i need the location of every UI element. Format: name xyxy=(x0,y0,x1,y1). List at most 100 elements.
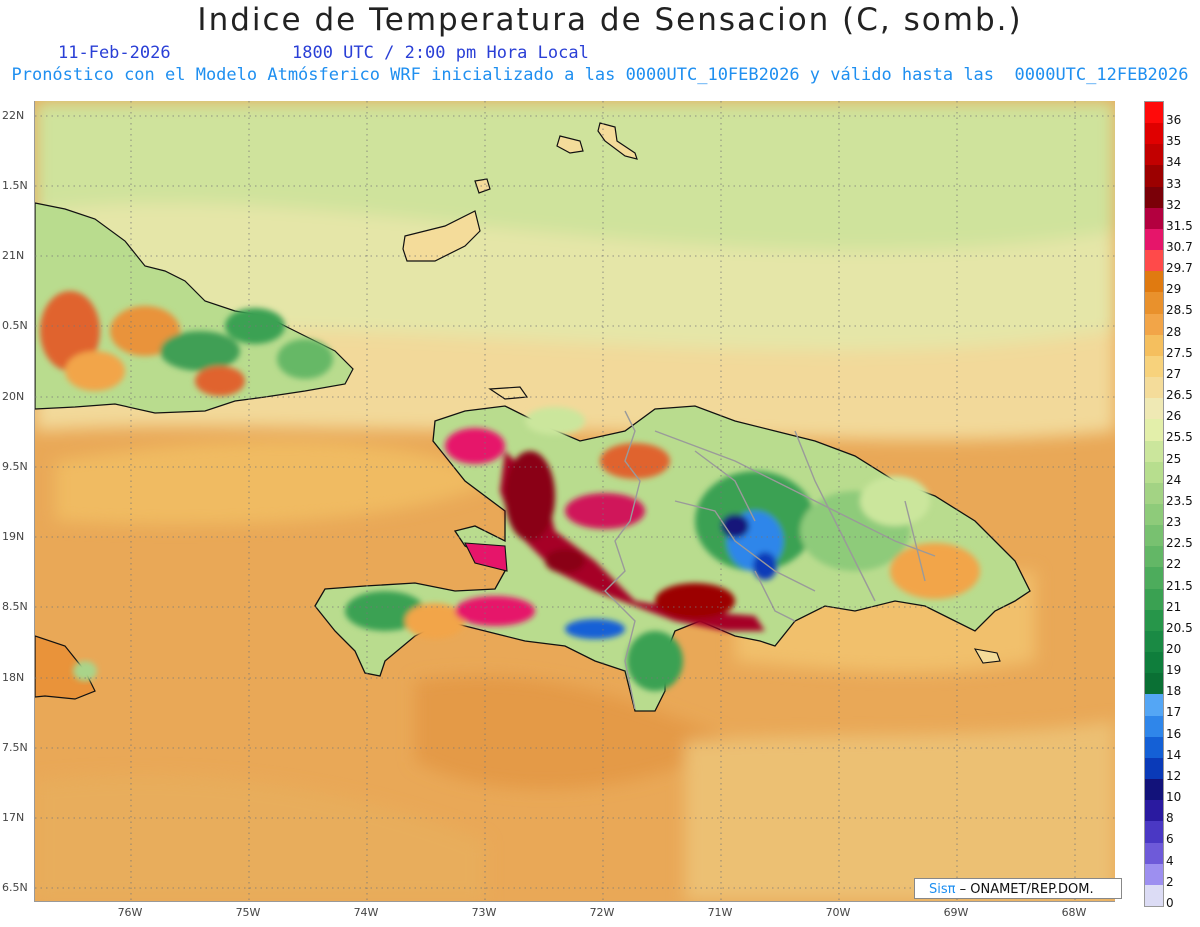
legend-swatch xyxy=(1145,207,1163,230)
legend-label: 12 xyxy=(1166,768,1182,783)
legend-swatch xyxy=(1145,461,1163,484)
credit-box: Sisπ – ONAMET/REP.DOM. xyxy=(914,878,1122,899)
legend-swatch xyxy=(1145,250,1163,272)
legend-label: 22.5 xyxy=(1166,536,1193,551)
legend-swatch xyxy=(1145,694,1163,717)
legend-label: 29.7 xyxy=(1166,261,1193,276)
legend-swatch xyxy=(1145,821,1163,844)
lon-label: 70W xyxy=(825,906,851,919)
legend-label: 18 xyxy=(1166,684,1182,699)
lat-label: 8.5N xyxy=(2,600,28,613)
legend-swatch xyxy=(1145,144,1163,166)
legend-swatch xyxy=(1145,842,1163,865)
lat-label: 20N xyxy=(2,390,25,403)
map-title: Indice de Temperatura de Sensacion (C, s… xyxy=(197,2,1023,38)
legend-swatch xyxy=(1145,355,1163,378)
legend-label: 6 xyxy=(1166,832,1174,847)
bahamas-islands xyxy=(402,122,638,400)
legend-label: 21.5 xyxy=(1166,578,1193,593)
legend-swatch xyxy=(1145,736,1163,759)
legend-swatch xyxy=(1145,419,1163,442)
legend-swatch xyxy=(1145,398,1163,420)
legend-label: 17 xyxy=(1166,705,1182,720)
legend-swatch xyxy=(1145,102,1163,124)
legend-label: 32 xyxy=(1166,197,1182,212)
legend-label: 30.7 xyxy=(1166,239,1193,254)
legend-label: 19 xyxy=(1166,663,1182,678)
legend-swatch xyxy=(1145,652,1163,674)
legend-swatch xyxy=(1145,800,1163,822)
legend-label: 28.5 xyxy=(1166,303,1193,318)
legend-label: 34 xyxy=(1166,155,1182,170)
legend-label: 14 xyxy=(1166,747,1182,762)
lon-label: 71W xyxy=(707,906,733,919)
legend-swatch xyxy=(1145,482,1163,505)
credit-text: – ONAMET/REP.DOM. xyxy=(955,882,1094,897)
legend-label: 35 xyxy=(1166,134,1182,149)
forecast-time: 1800 UTC / 2:00 pm Hora Local xyxy=(292,43,589,63)
legend-label: 26 xyxy=(1166,409,1182,424)
legend-swatch xyxy=(1145,715,1163,738)
legend-swatch xyxy=(1145,630,1163,653)
lat-label: 22N xyxy=(2,109,25,122)
legend-label: 23 xyxy=(1166,515,1182,530)
lat-label: 1.5N xyxy=(2,179,28,192)
legend-swatch xyxy=(1145,334,1163,357)
lat-label: 17N xyxy=(2,811,25,824)
lon-label: 75W xyxy=(235,906,261,919)
lat-label: 19N xyxy=(2,530,25,543)
legend-label: 25 xyxy=(1166,451,1182,466)
legend-swatch xyxy=(1145,292,1163,315)
legend-label: 16 xyxy=(1166,726,1182,741)
legend-label: 4 xyxy=(1166,853,1174,868)
jamaica-landmass xyxy=(35,635,97,700)
legend-label: 29 xyxy=(1166,282,1182,297)
forecast-date: 11-Feb-2026 xyxy=(58,43,171,63)
legend-swatch xyxy=(1145,546,1163,568)
legend-label: 27.5 xyxy=(1166,345,1193,360)
legend-swatch xyxy=(1145,588,1163,611)
lon-label: 74W xyxy=(353,906,379,919)
legend-label: 28 xyxy=(1166,324,1182,339)
legend-swatch xyxy=(1145,165,1163,188)
legend-label: 0 xyxy=(1166,895,1174,910)
legend-label: 10 xyxy=(1166,790,1182,805)
legend-swatch xyxy=(1145,525,1163,547)
lat-label: 18N xyxy=(2,671,25,684)
map-panel xyxy=(34,101,1115,902)
legend-label: 36 xyxy=(1166,113,1182,128)
legend-swatch xyxy=(1145,186,1163,209)
legend-label: 22 xyxy=(1166,557,1182,572)
color-scale-legend xyxy=(1144,101,1164,907)
legend-swatch xyxy=(1145,567,1163,590)
legend-swatch xyxy=(1145,377,1163,399)
legend-swatch xyxy=(1145,440,1163,463)
lat-label: 6.5N xyxy=(2,881,28,894)
legend-label: 27 xyxy=(1166,366,1182,381)
lat-label: 0.5N xyxy=(2,319,28,332)
legend-swatch xyxy=(1145,123,1163,145)
legend-swatch xyxy=(1145,779,1163,801)
lon-label: 76W xyxy=(117,906,143,919)
legend-swatch xyxy=(1145,863,1163,886)
sea-temperature-bands xyxy=(35,101,1115,901)
lon-label: 69W xyxy=(943,906,969,919)
legend-swatch xyxy=(1145,673,1163,695)
lon-label: 72W xyxy=(589,906,615,919)
legend-label: 21 xyxy=(1166,599,1182,614)
legend-swatch xyxy=(1145,757,1163,780)
legend-label: 20 xyxy=(1166,641,1182,656)
legend-label: 25.5 xyxy=(1166,430,1193,445)
legend-label: 2 xyxy=(1166,874,1174,889)
legend-label: 23.5 xyxy=(1166,493,1193,508)
graticule xyxy=(35,101,1115,901)
lon-label: 68W xyxy=(1061,906,1087,919)
lat-label: 7.5N xyxy=(2,741,28,754)
legend-label: 33 xyxy=(1166,176,1182,191)
lat-label: 21N xyxy=(2,249,25,262)
legend-swatch xyxy=(1145,228,1163,251)
legend-swatch xyxy=(1145,271,1163,293)
lat-label: 9.5N xyxy=(2,460,28,473)
legend-swatch xyxy=(1145,609,1163,632)
legend-swatch xyxy=(1145,313,1163,336)
